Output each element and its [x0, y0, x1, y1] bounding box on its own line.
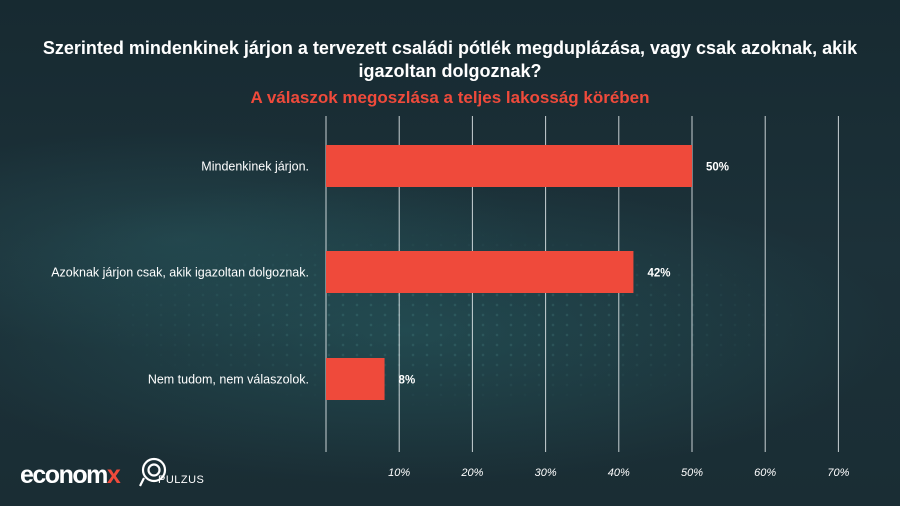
pulzus-logo: PULZUS: [138, 456, 218, 492]
bar: [326, 358, 385, 400]
pulzus-logo-icon: [139, 457, 167, 487]
chart-title: Szerinted mindenkinek járjon a tervezett…: [42, 38, 858, 81]
x-tick-label: 30%: [535, 467, 557, 479]
x-tick-label: 50%: [681, 467, 703, 479]
bar: [326, 251, 634, 293]
x-tick-label: 60%: [754, 467, 776, 479]
economx-logo-text: econom: [20, 461, 108, 489]
pulzus-logo-text: PULZUS: [158, 474, 205, 486]
x-tick-label: 20%: [460, 467, 483, 479]
data-label: 8%: [399, 375, 416, 387]
category-label: Mindenkinek járjon.: [201, 160, 309, 174]
economx-logo: economx: [20, 461, 121, 489]
chart-subtitle: A válaszok megoszlása a teljes lakosság …: [250, 88, 650, 107]
category-label: Nem tudom, nem válaszolok.: [148, 373, 309, 387]
x-tick-label: 10%: [388, 467, 410, 479]
economx-logo-accent: x: [106, 461, 121, 489]
category-label: Azoknak járjon csak, akik igazoltan dolg…: [51, 266, 309, 280]
x-tick-label: 40%: [608, 467, 630, 479]
x-tick-label: 70%: [827, 467, 849, 479]
data-label: 50%: [706, 162, 729, 174]
bar: [326, 145, 692, 187]
background-pattern: [0, 190, 900, 450]
data-label: 42%: [647, 268, 670, 280]
